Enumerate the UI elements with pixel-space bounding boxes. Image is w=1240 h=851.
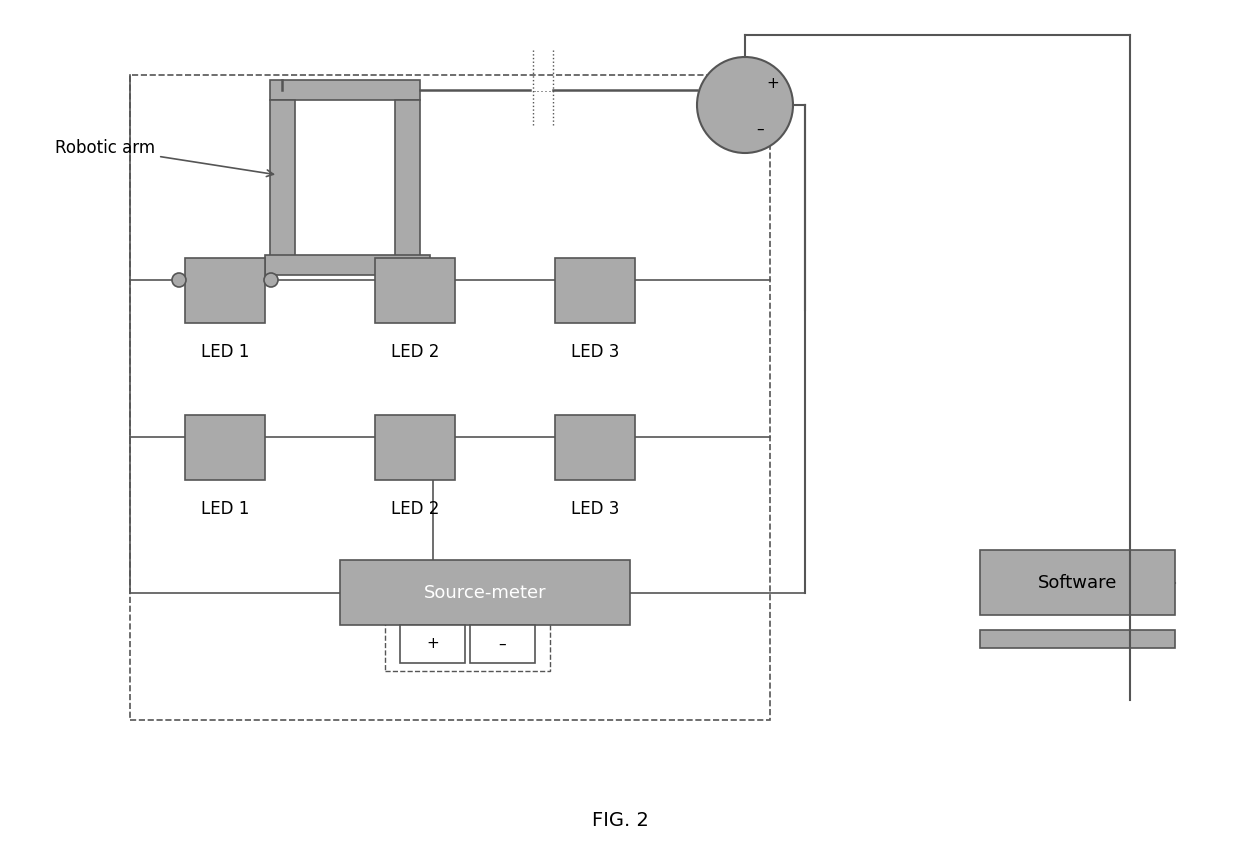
Bar xyxy=(401,625,465,663)
Text: Robotic arm: Robotic arm xyxy=(55,139,273,176)
Bar xyxy=(980,630,1176,648)
Text: +: + xyxy=(427,637,439,652)
Text: –: – xyxy=(756,122,764,136)
Bar xyxy=(556,415,635,480)
Text: LED 3: LED 3 xyxy=(570,343,619,361)
Bar xyxy=(185,415,265,480)
Bar xyxy=(270,100,295,265)
Bar xyxy=(396,100,420,265)
Circle shape xyxy=(264,273,278,287)
Bar xyxy=(384,623,551,671)
Bar xyxy=(374,415,455,480)
Bar xyxy=(265,255,430,275)
Text: LED 3: LED 3 xyxy=(570,500,619,518)
Bar xyxy=(185,258,265,323)
Text: +: + xyxy=(766,76,780,90)
Text: Software: Software xyxy=(1038,574,1117,591)
Circle shape xyxy=(172,273,186,287)
Text: LED 1: LED 1 xyxy=(201,343,249,361)
Bar xyxy=(980,550,1176,615)
Text: FIG. 2: FIG. 2 xyxy=(591,810,649,830)
Bar xyxy=(340,560,630,625)
Bar xyxy=(374,258,455,323)
Bar xyxy=(556,258,635,323)
Circle shape xyxy=(697,57,794,153)
Bar xyxy=(470,625,534,663)
Text: LED 1: LED 1 xyxy=(201,500,249,518)
Bar xyxy=(270,80,420,100)
Text: –: – xyxy=(498,637,506,652)
Bar xyxy=(130,75,770,720)
Text: Source-meter: Source-meter xyxy=(424,584,547,602)
Text: LED 2: LED 2 xyxy=(391,343,439,361)
Text: LED 2: LED 2 xyxy=(391,500,439,518)
Text: .....: ..... xyxy=(533,82,553,94)
